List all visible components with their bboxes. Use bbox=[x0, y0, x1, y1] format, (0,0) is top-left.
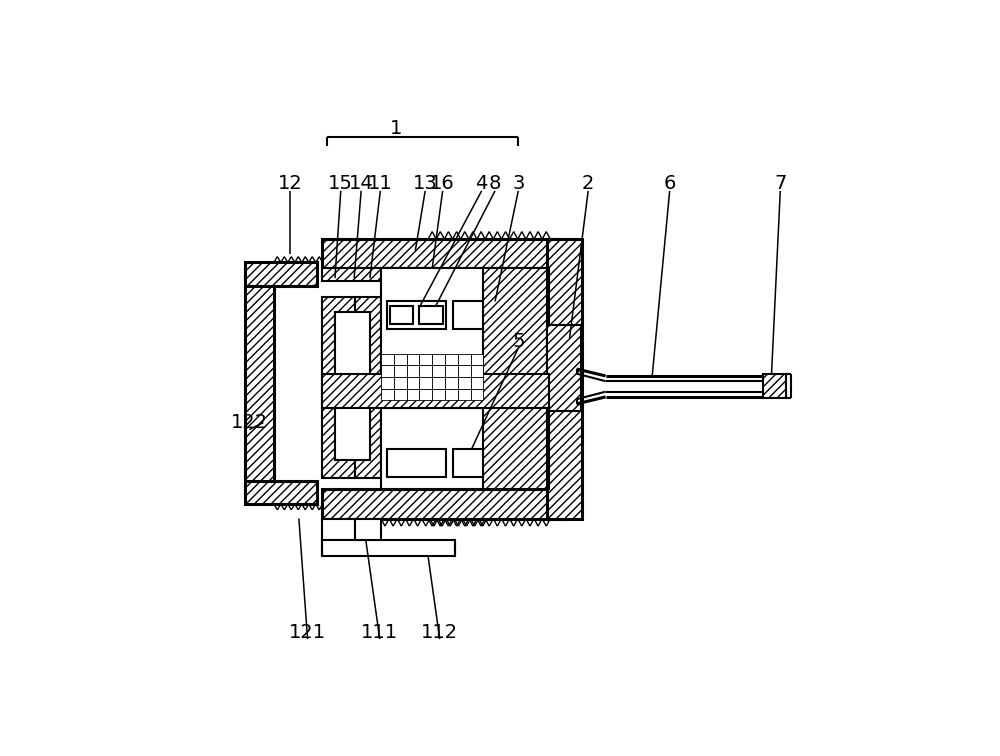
Bar bbox=[387, 449, 446, 477]
Text: 4: 4 bbox=[475, 175, 488, 194]
Bar bbox=[471, 377, 483, 389]
Text: 5: 5 bbox=[512, 332, 525, 351]
Bar bbox=[245, 280, 274, 487]
Text: 11: 11 bbox=[368, 175, 393, 194]
Bar bbox=[322, 519, 355, 540]
Bar bbox=[390, 306, 413, 324]
Bar bbox=[381, 389, 394, 401]
Bar bbox=[394, 377, 407, 389]
Bar bbox=[394, 354, 407, 365]
Text: 122: 122 bbox=[231, 413, 268, 432]
Bar bbox=[432, 389, 445, 401]
Bar bbox=[471, 389, 483, 401]
Text: 2: 2 bbox=[582, 175, 594, 194]
Bar bbox=[355, 297, 381, 478]
Text: 8: 8 bbox=[489, 175, 501, 194]
Bar bbox=[458, 365, 471, 377]
Bar bbox=[407, 365, 419, 377]
Bar bbox=[381, 377, 394, 389]
Bar bbox=[471, 365, 483, 377]
Bar bbox=[445, 377, 458, 389]
Text: 13: 13 bbox=[413, 175, 438, 194]
Bar bbox=[394, 389, 407, 401]
Bar bbox=[458, 377, 471, 389]
Bar bbox=[445, 354, 458, 365]
Bar bbox=[547, 239, 582, 519]
Bar bbox=[335, 312, 370, 460]
Bar bbox=[322, 489, 563, 519]
Bar bbox=[419, 306, 443, 324]
Bar bbox=[445, 365, 458, 377]
Bar bbox=[245, 262, 317, 286]
Bar bbox=[322, 268, 439, 281]
Bar bbox=[381, 354, 394, 365]
Text: 15: 15 bbox=[328, 175, 353, 194]
Text: 6: 6 bbox=[663, 175, 676, 194]
Bar bbox=[419, 354, 432, 365]
Bar bbox=[432, 377, 445, 389]
Bar bbox=[483, 268, 547, 489]
Bar bbox=[322, 297, 355, 478]
Bar bbox=[407, 377, 419, 389]
Bar bbox=[419, 365, 432, 377]
Text: 1: 1 bbox=[390, 119, 402, 138]
Text: 3: 3 bbox=[512, 175, 525, 194]
Bar bbox=[387, 302, 446, 330]
Text: 121: 121 bbox=[289, 623, 326, 642]
Bar bbox=[355, 519, 381, 540]
Bar bbox=[547, 325, 581, 411]
Bar bbox=[471, 354, 483, 365]
Bar bbox=[453, 302, 483, 330]
Bar bbox=[322, 374, 549, 408]
Text: 16: 16 bbox=[430, 175, 455, 194]
Text: 14: 14 bbox=[349, 175, 374, 194]
Bar bbox=[432, 365, 445, 377]
Bar bbox=[407, 389, 419, 401]
Bar bbox=[763, 373, 786, 398]
Text: 12: 12 bbox=[278, 175, 303, 194]
Text: 112: 112 bbox=[421, 623, 458, 642]
Bar bbox=[394, 365, 407, 377]
Bar bbox=[407, 354, 419, 365]
Bar bbox=[458, 389, 471, 401]
Bar bbox=[381, 408, 549, 489]
Bar bbox=[458, 354, 471, 365]
Bar bbox=[245, 481, 317, 504]
Text: 7: 7 bbox=[774, 175, 786, 194]
Bar bbox=[322, 239, 563, 268]
Bar bbox=[381, 365, 394, 377]
Bar bbox=[322, 540, 455, 556]
Bar bbox=[453, 449, 483, 477]
Bar bbox=[381, 268, 549, 374]
Bar bbox=[419, 377, 432, 389]
Text: 111: 111 bbox=[361, 623, 398, 642]
Bar bbox=[432, 354, 445, 365]
Bar bbox=[445, 389, 458, 401]
Bar bbox=[419, 389, 432, 401]
